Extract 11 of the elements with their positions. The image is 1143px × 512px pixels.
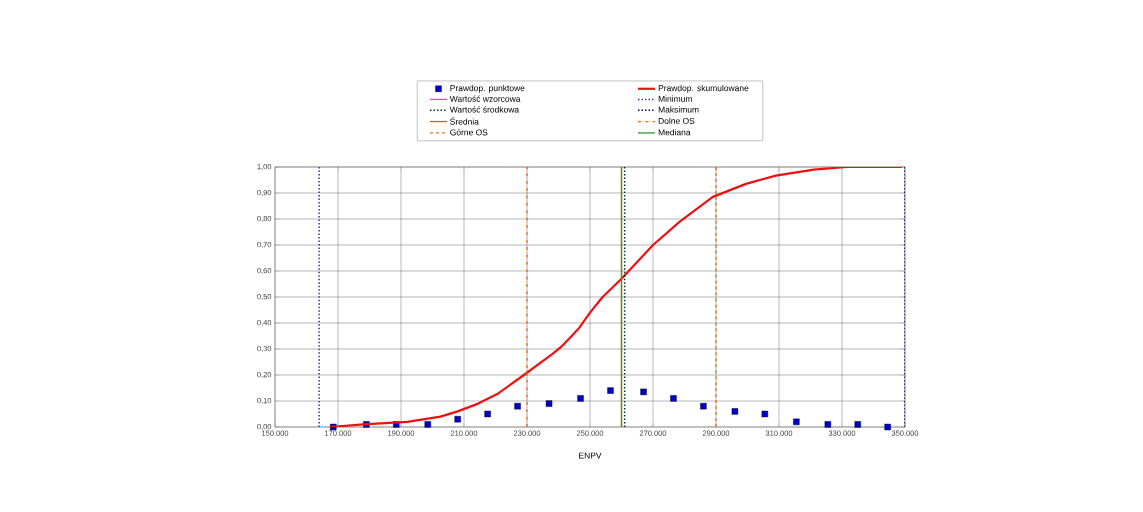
legend-label: Maksimum: [658, 106, 699, 113]
legend-label: Mediana: [658, 129, 691, 136]
x-axis-title: ENPV: [579, 452, 602, 459]
legend-label: Średnia: [450, 117, 479, 125]
legend-label: Minimum: [658, 95, 692, 102]
legend-label: Wartość środkowa: [449, 106, 520, 113]
text: Wartość wzorcowa: [449, 95, 521, 102]
legend-label: Prawdop. skumulowane: [658, 84, 749, 93]
legend-label: Górne OS: [450, 129, 488, 136]
legend-label: Prawdop. punktowe: [450, 84, 525, 93]
legend-label: Dolne OS: [658, 117, 695, 124]
